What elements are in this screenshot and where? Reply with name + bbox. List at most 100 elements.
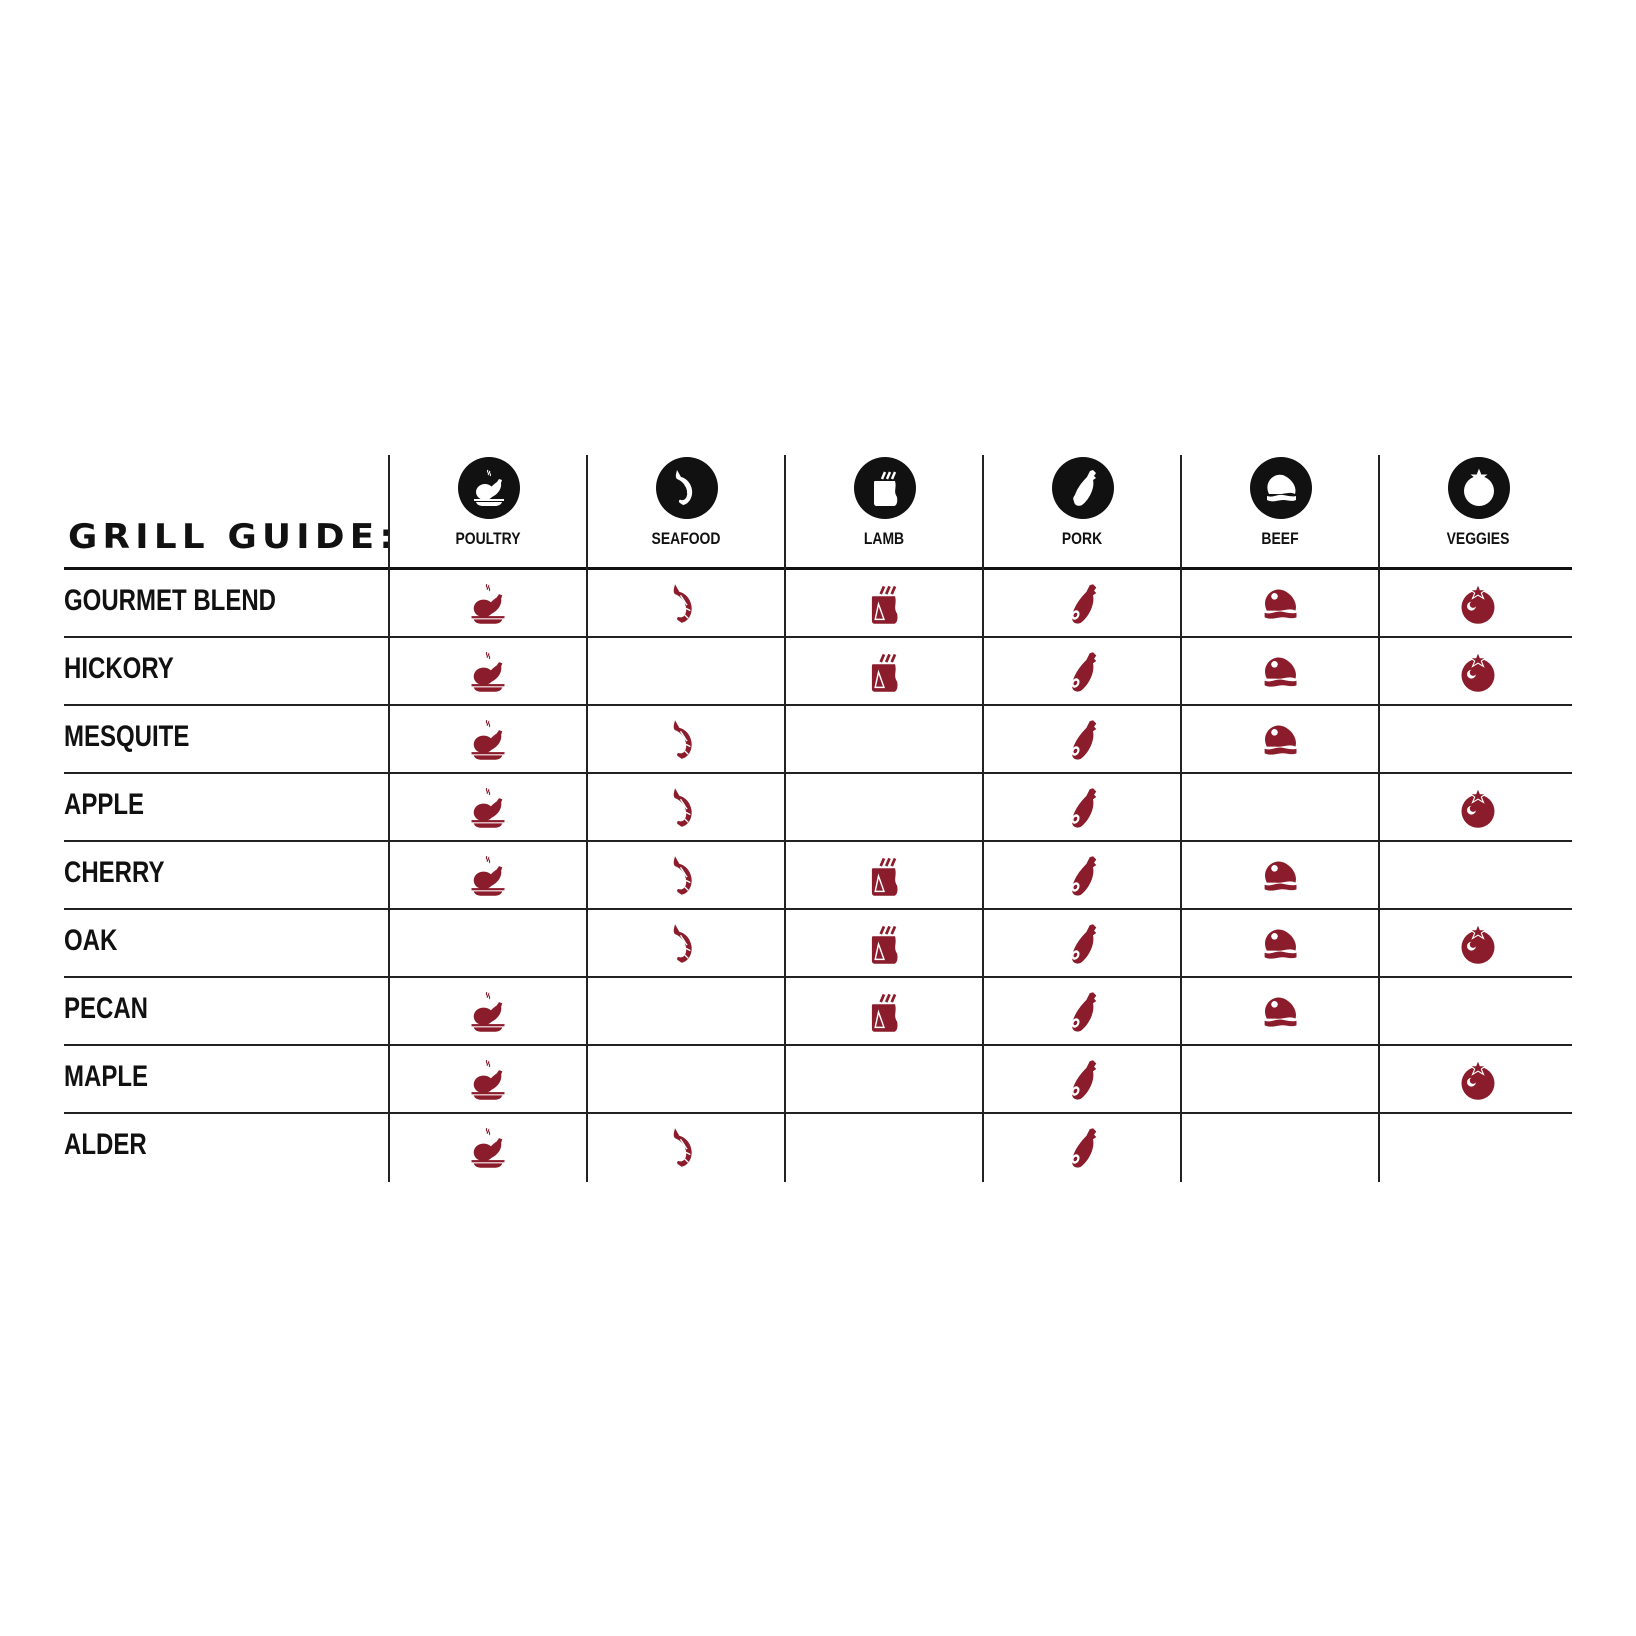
wood-name: HICKORY — [64, 652, 174, 685]
pairing-cell — [388, 978, 586, 1046]
pairing-cell — [586, 774, 784, 842]
veggies-icon — [1459, 468, 1499, 508]
poultry-icon — [466, 786, 510, 830]
pairing-cell — [586, 638, 784, 706]
lamb-icon — [862, 582, 906, 626]
table-row: GOURMET BLEND — [64, 570, 1572, 638]
pairing-cell — [586, 978, 784, 1046]
pairing-cell — [586, 910, 784, 978]
pairing-cell — [1180, 978, 1378, 1046]
lamb-icon — [862, 650, 906, 694]
header-icon-badge — [656, 457, 718, 519]
pairing-cell — [784, 910, 982, 978]
poultry-icon — [466, 582, 510, 626]
table-row: CHERRY — [64, 842, 1572, 910]
pork-icon — [1060, 990, 1104, 1034]
column-label: LAMB — [863, 529, 905, 548]
poultry-icon — [469, 468, 509, 508]
wood-name: GOURMET BLEND — [64, 584, 276, 617]
pairing-cell — [982, 1046, 1180, 1114]
column-header-lamb: LAMB — [784, 455, 982, 570]
pairing-cell — [586, 842, 784, 910]
wood-name: OAK — [64, 924, 118, 957]
table-row: APPLE — [64, 774, 1572, 842]
wood-name: CHERRY — [64, 856, 165, 889]
pairing-cell — [586, 706, 784, 774]
pork-icon — [1060, 1058, 1104, 1102]
veggies-icon — [1456, 1058, 1500, 1102]
pairing-cell — [1378, 638, 1576, 706]
lamb-icon — [862, 922, 906, 966]
pairing-cell — [784, 570, 982, 638]
pairing-cell — [982, 842, 1180, 910]
pairing-cell — [1180, 1046, 1378, 1114]
column-label: SEAFOOD — [651, 529, 721, 548]
lamb-icon — [862, 990, 906, 1034]
seafood-icon — [667, 468, 707, 508]
lamb-icon — [865, 468, 905, 508]
column-label: BEEF — [1261, 529, 1299, 548]
pairing-cell — [1180, 842, 1378, 910]
poultry-icon — [466, 854, 510, 898]
page-title: GRILL GUIDE: — [68, 517, 399, 557]
table-header: GRILL GUIDE: POULTRY SEAFOOD LAMB PORK BEEF V… — [64, 455, 1572, 570]
poultry-icon — [466, 990, 510, 1034]
pairing-cell — [586, 570, 784, 638]
pairing-cell — [1180, 910, 1378, 978]
pork-icon — [1060, 854, 1104, 898]
grill-guide-table: GRILL GUIDE: POULTRY SEAFOOD LAMB PORK BEEF V… — [64, 455, 1572, 1182]
pairing-cell — [586, 1114, 784, 1182]
wood-name: PECAN — [64, 992, 149, 1025]
seafood-icon — [664, 718, 708, 762]
table-row: OAK — [64, 910, 1572, 978]
header-icon-badge — [1052, 457, 1114, 519]
pork-icon — [1060, 922, 1104, 966]
pairing-cell — [1180, 638, 1378, 706]
column-label: VEGGIES — [1446, 529, 1510, 548]
pairing-cell — [982, 978, 1180, 1046]
pairing-cell — [388, 706, 586, 774]
wood-name: MAPLE — [64, 1060, 148, 1093]
poultry-icon — [466, 718, 510, 762]
pork-icon — [1060, 718, 1104, 762]
veggies-icon — [1456, 922, 1500, 966]
pairing-cell — [1180, 774, 1378, 842]
pairing-cell — [982, 706, 1180, 774]
header-icon-badge — [458, 457, 520, 519]
pork-icon — [1060, 786, 1104, 830]
wood-name: ALDER — [64, 1128, 147, 1161]
beef-icon — [1258, 718, 1302, 762]
column-header-seafood: SEAFOOD — [586, 455, 784, 570]
column-header-poultry: POULTRY — [388, 455, 586, 570]
pairing-cell — [1180, 1114, 1378, 1182]
pairing-cell — [982, 1114, 1180, 1182]
pairing-cell — [1378, 978, 1576, 1046]
header-icon-badge — [854, 457, 916, 519]
pairing-cell — [1378, 1114, 1576, 1182]
pairing-cell — [784, 706, 982, 774]
veggies-icon — [1456, 650, 1500, 694]
pairing-cell — [388, 1114, 586, 1182]
pairing-cell — [1378, 1046, 1576, 1114]
pairing-cell — [784, 774, 982, 842]
pairing-cell — [388, 910, 586, 978]
column-label: PORK — [1061, 529, 1103, 548]
table-row: PECAN — [64, 978, 1572, 1046]
lamb-icon — [862, 854, 906, 898]
pairing-cell — [1378, 842, 1576, 910]
table-row: HICKORY — [64, 638, 1572, 706]
pairing-cell — [1180, 570, 1378, 638]
pairing-cell — [982, 638, 1180, 706]
seafood-icon — [664, 786, 708, 830]
column-label: POULTRY — [455, 529, 521, 548]
veggies-icon — [1456, 582, 1500, 626]
pairing-cell — [1378, 706, 1576, 774]
pairing-cell — [982, 774, 1180, 842]
wood-name: APPLE — [64, 788, 145, 821]
pork-icon — [1060, 650, 1104, 694]
pairing-cell — [1378, 570, 1576, 638]
seafood-icon — [664, 1126, 708, 1170]
table-body: GOURMET BLEND HICKORY MESQUITE APPLE CHERRY O… — [64, 570, 1572, 1182]
pairing-cell — [1378, 774, 1576, 842]
pairing-cell — [982, 570, 1180, 638]
